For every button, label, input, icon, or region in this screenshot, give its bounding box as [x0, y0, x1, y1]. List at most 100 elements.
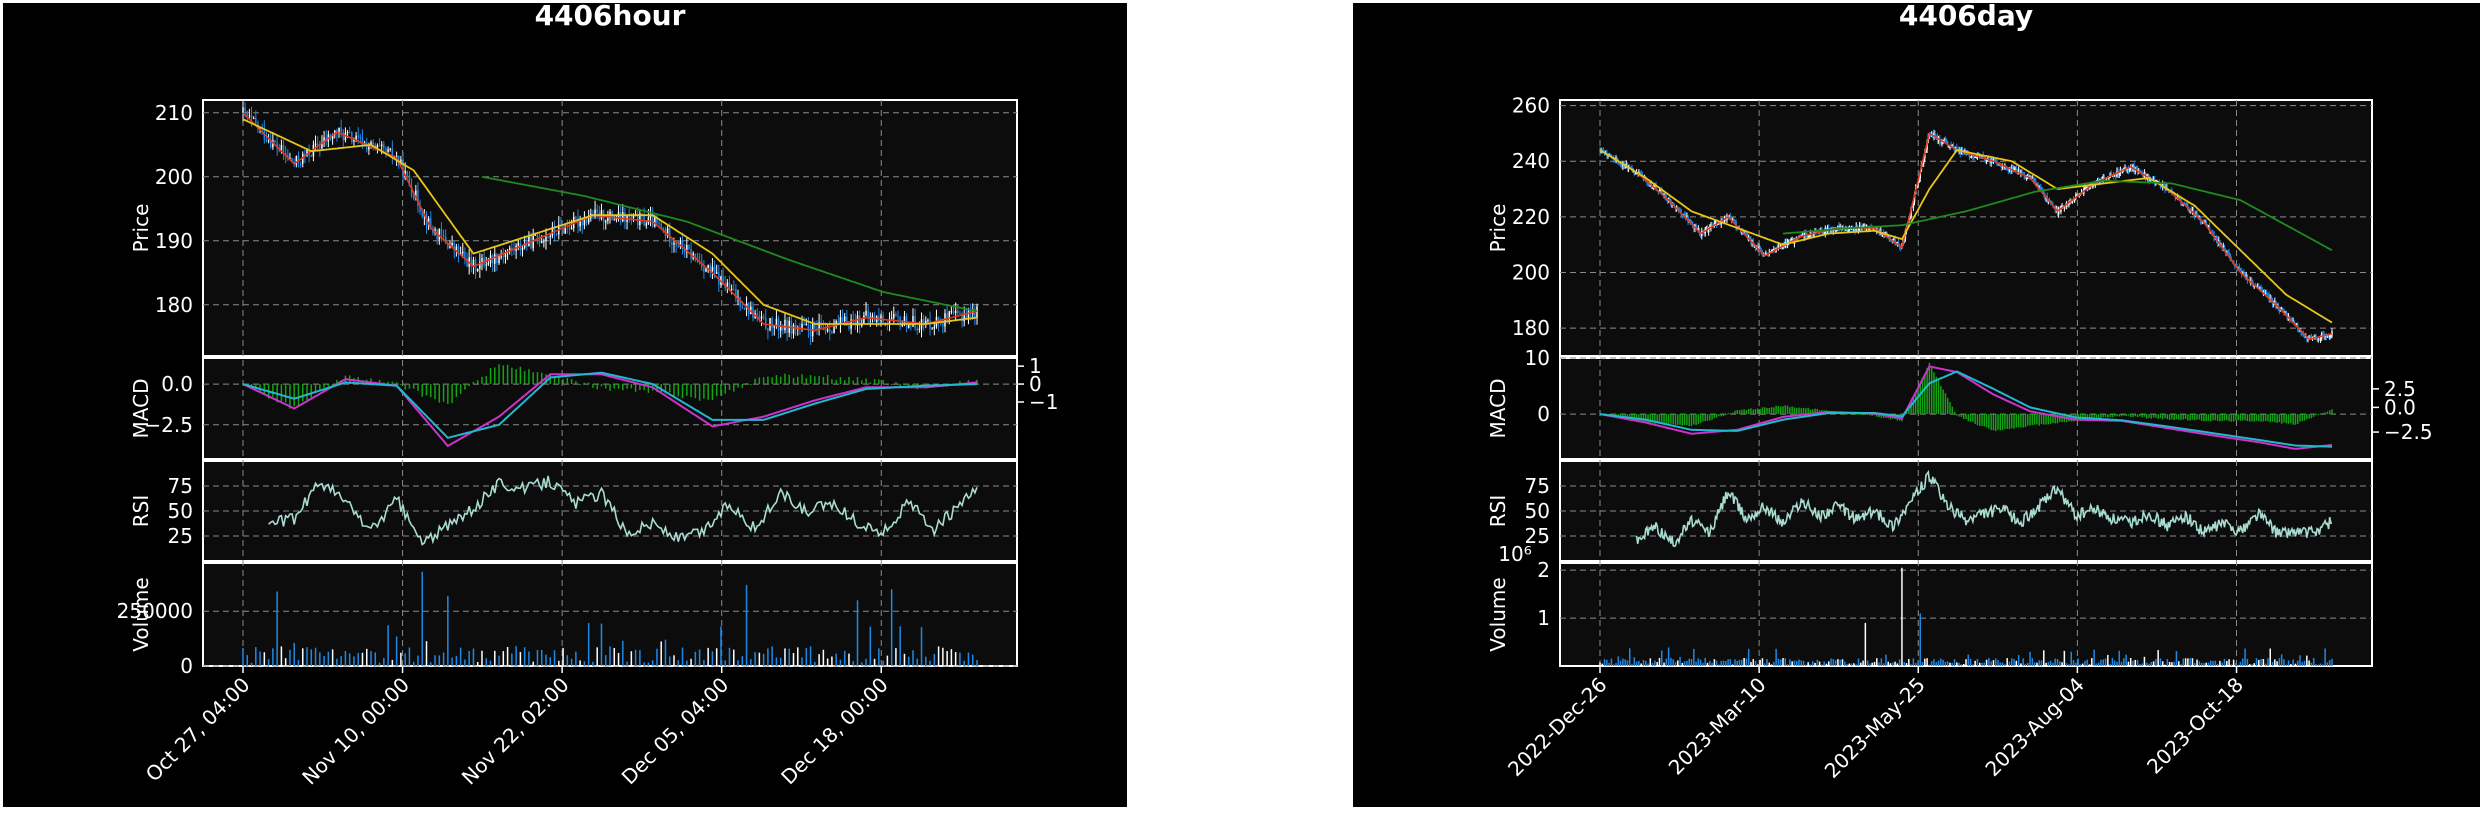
day-volume-bar — [1722, 660, 1725, 666]
day-volume-bar — [1754, 660, 1757, 666]
hour-macd-hist-bar — [754, 378, 756, 385]
day-macd-hist-bar — [2258, 414, 2260, 422]
day-candle-body — [2072, 199, 2075, 202]
day-volume-bar — [1805, 664, 1807, 666]
day-candle-body — [1850, 229, 1853, 231]
day-macd-hist-bar — [1775, 405, 1777, 415]
hour-candle-body — [976, 306, 978, 318]
hour-volume-bar — [267, 659, 270, 666]
day-macd-hist-bar — [2086, 414, 2088, 420]
day-candle-body — [2015, 168, 2018, 171]
hour-candle-body — [444, 236, 447, 244]
hour-volume-bar — [686, 660, 688, 666]
hour-candle-body — [957, 310, 959, 314]
hour-candle-body — [871, 315, 874, 318]
hour-volume-bar — [272, 648, 274, 666]
day-volume-bar — [1935, 662, 1938, 666]
day-volume-bar — [2047, 662, 2050, 666]
day-volume-bar — [2022, 658, 2024, 666]
day-volume-bar — [1674, 662, 1677, 666]
day-macd-hist-bar — [1933, 372, 1935, 415]
day-candle-body — [1743, 232, 1745, 234]
day-volume-bar — [1985, 659, 1988, 666]
hour-macd-hist-bar — [703, 384, 705, 399]
day-macd-hist-bar — [2097, 414, 2100, 419]
hour-volume-bar — [263, 652, 266, 666]
hour-candle-body — [280, 144, 283, 151]
day-volume-bar — [2290, 664, 2292, 666]
day-price-ytick: 220 — [1512, 205, 1550, 229]
hour-macd-hist-bar — [771, 377, 773, 385]
day-volume-bar — [2308, 660, 2310, 666]
day-macd-hist-bar — [2324, 412, 2326, 415]
day-macd-hist-bar — [2095, 414, 2098, 419]
day-candle-body — [2260, 287, 2262, 290]
day-volume-bar — [1642, 659, 1645, 666]
hour-macd-hist-bar — [805, 378, 808, 385]
day-xtick-label: 2023-Aug-04 — [1980, 673, 2088, 781]
day-volume-bar — [1603, 659, 1606, 666]
day-volume-bar — [2065, 663, 2068, 666]
day-candle-body — [1809, 231, 1812, 236]
day-macd-hist-bar — [2306, 414, 2308, 420]
day-macd-hist-bar — [2155, 414, 2157, 418]
day-macd-hist-bar — [1688, 414, 1690, 427]
hour-macd-hist-bar — [314, 384, 317, 394]
day-candle-body — [2310, 337, 2313, 339]
hour-macd-hist-bar — [404, 384, 406, 390]
hour-candle-body — [959, 313, 961, 315]
hour-candle-body — [380, 144, 383, 147]
day-candle-body — [1893, 239, 1895, 241]
day-macd-hist-bar — [2159, 414, 2162, 419]
hour-volume-bar — [447, 595, 449, 666]
hour-volume-bar — [408, 647, 411, 666]
day-macd-hist-bar — [1713, 414, 1716, 419]
day-volume-bar — [1690, 658, 1693, 666]
day-macd-hist-bar — [2127, 414, 2130, 416]
day-candle-body — [2264, 292, 2267, 294]
hour-macd-hist-bar — [728, 384, 731, 390]
hour-volume-bar — [865, 658, 867, 666]
hour-candle-body — [494, 254, 496, 264]
hour-candle-body — [777, 318, 780, 331]
day-volume-bar — [1622, 658, 1624, 666]
day-volume-bar — [1757, 664, 1759, 666]
day-volume-bar — [2237, 664, 2239, 666]
hour-candle-body — [267, 140, 270, 142]
day-volume-bar — [1782, 658, 1784, 666]
day-macd-hist-bar — [1880, 414, 1883, 418]
day-volume-bar — [2166, 659, 2169, 666]
hour-title: 4406hour — [535, 3, 686, 32]
day-volume-bar — [2038, 660, 2040, 666]
day-volume-bar — [2141, 663, 2143, 666]
day-candle-body — [1648, 182, 1650, 186]
hour-volume-bar — [280, 646, 283, 666]
hour-candle-body — [250, 115, 253, 118]
day-candle-body — [1685, 215, 1687, 218]
hour-candle-body — [355, 135, 357, 141]
day-volume-bar — [2271, 661, 2274, 666]
hour-candle-body — [511, 247, 513, 250]
day-candle-body — [2166, 187, 2169, 189]
day-candle-body — [1997, 164, 1999, 166]
day-macd-hist-bar — [2235, 414, 2237, 421]
day-volume-bar — [1599, 662, 1601, 666]
day-panel-volume — [1559, 562, 2373, 667]
hour-candle-body — [705, 267, 707, 272]
hour-candle-body — [666, 228, 669, 236]
day-volume-bar — [1972, 664, 1974, 666]
hour-macd-ytick-right: −1 — [1029, 390, 1058, 414]
hour-candle-body — [585, 218, 588, 223]
day-macd-hist-bar — [2262, 414, 2265, 422]
day-candle-body — [1810, 231, 1813, 235]
day-candle-body — [1770, 249, 1773, 252]
day-macd-ytick-left: 0 — [1537, 402, 1550, 426]
day-rsi-ytick: 50 — [1525, 499, 1550, 523]
day-volume-bar — [2189, 658, 2191, 666]
hour-candle-body — [865, 310, 867, 316]
day-macd-hist-bar — [1953, 411, 1956, 415]
day-volume-bar — [2164, 664, 2166, 666]
hour-macd-hist-bar — [750, 384, 752, 386]
day-volume-bar — [1880, 658, 1883, 666]
day-volume-bar — [2061, 662, 2063, 666]
